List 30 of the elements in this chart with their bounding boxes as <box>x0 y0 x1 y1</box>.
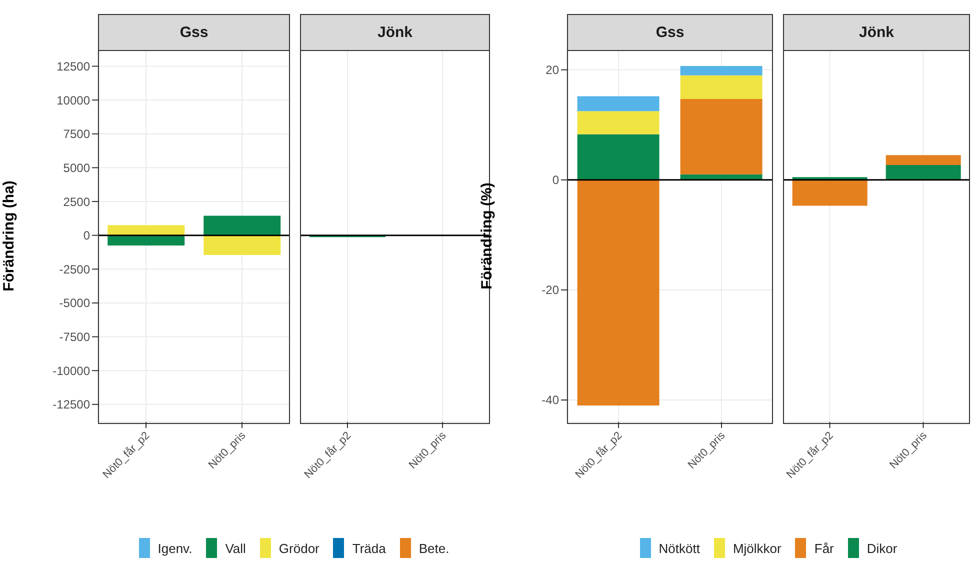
y-tick-label: -5000 <box>59 296 90 310</box>
chart-title: Jönk <box>300 14 490 51</box>
y-tick-label: 12500 <box>56 59 90 74</box>
legend-label: Bete. <box>418 540 450 556</box>
y-tick-label: 20 <box>546 63 560 78</box>
legend-label: Grödor <box>278 540 320 556</box>
y-tick-label: 2500 <box>63 194 90 209</box>
y-tick-label: 5000 <box>63 160 90 175</box>
y-tick-label: -40 <box>542 393 560 408</box>
y-tick-label: -2500 <box>59 262 90 276</box>
legend-label: Dikor <box>866 540 898 556</box>
y-tick-label: 10000 <box>56 93 90 108</box>
y-axis-title: Förändring (%) <box>478 182 496 290</box>
y-tick-label: -7500 <box>59 330 90 344</box>
y-tick-label: -12500 <box>52 398 90 412</box>
y-axis-title: Förändring (ha) <box>0 180 18 292</box>
legend-label: Mjölkkor <box>732 540 782 556</box>
legend-label: Träda <box>352 540 386 556</box>
chart-title: Jönk <box>783 14 970 51</box>
legend-label: Vall <box>225 540 246 556</box>
legend-label: Nötkött <box>658 540 700 556</box>
y-tick-label: -20 <box>542 283 560 298</box>
y-tick-label: -10000 <box>52 364 90 378</box>
y-tick-label: 0 <box>552 173 560 188</box>
chart-title: Gss <box>98 14 290 51</box>
legend-label: Igenv. <box>158 540 192 556</box>
chart-title: Gss <box>567 14 773 51</box>
legend-label: Får <box>814 540 834 556</box>
y-tick-label: 7500 <box>63 127 90 142</box>
y-tick-label: 0 <box>83 228 90 243</box>
